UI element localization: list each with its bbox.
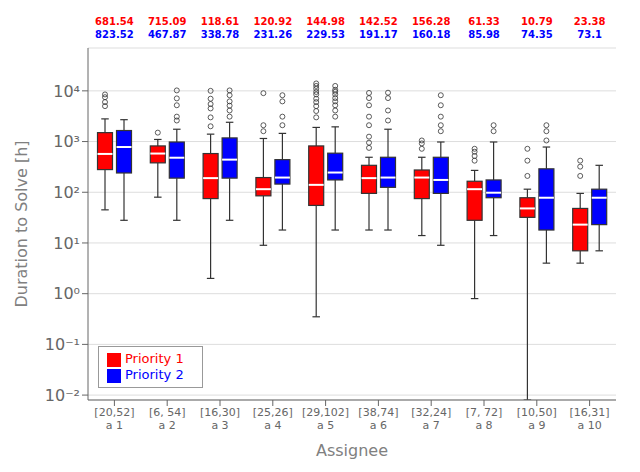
svg-text:[20,52]a 1: [20,52]a 1: [94, 406, 134, 432]
svg-text:73.1: 73.1: [577, 29, 602, 40]
svg-text:160.18: 160.18: [412, 29, 451, 40]
svg-text:[32,24]a 7: [32,24]a 7: [411, 406, 451, 432]
svg-text:74.35: 74.35: [521, 29, 553, 40]
svg-text:10⁴: 10⁴: [53, 82, 80, 101]
svg-text:61.33: 61.33: [468, 16, 500, 27]
svg-text:[7, 72]a 8: [7, 72]a 8: [466, 406, 503, 432]
svg-text:[6, 54]a 2: [6, 54]a 2: [149, 406, 186, 432]
svg-text:823.52: 823.52: [95, 29, 134, 40]
svg-text:[29,102]a 5: [29,102]a 5: [302, 406, 349, 432]
svg-text:Duration to Solve [h]: Duration to Solve [h]: [12, 140, 31, 307]
svg-text:118.61: 118.61: [201, 16, 240, 27]
svg-text:10⁻²: 10⁻²: [45, 386, 80, 405]
svg-text:144.98: 144.98: [306, 16, 345, 27]
svg-text:[16,30]a 3: [16,30]a 3: [200, 406, 240, 432]
svg-text:[25,26]a 4: [25,26]a 4: [253, 406, 293, 432]
svg-text:10²: 10²: [53, 183, 80, 202]
svg-text:10.79: 10.79: [521, 16, 553, 27]
svg-text:Assignee: Assignee: [316, 441, 388, 460]
svg-text:681.54: 681.54: [95, 16, 134, 27]
svg-text:467.87: 467.87: [148, 29, 187, 40]
svg-text:231.26: 231.26: [254, 29, 293, 40]
svg-text:142.52: 142.52: [359, 16, 398, 27]
svg-text:85.98: 85.98: [468, 29, 500, 40]
svg-text:23.38: 23.38: [574, 16, 606, 27]
svg-text:229.53: 229.53: [306, 29, 345, 40]
svg-text:338.78: 338.78: [201, 29, 240, 40]
svg-text:156.28: 156.28: [412, 16, 451, 27]
html-text:Priority 2: Priority 2: [125, 367, 184, 382]
svg-text:10¹: 10¹: [53, 234, 80, 253]
svg-text:[38,74]a 6: [38,74]a 6: [358, 406, 398, 432]
svg-text:[10,50]a 9: [10,50]a 9: [517, 406, 557, 432]
svg-text:191.17: 191.17: [359, 29, 398, 40]
svg-text:10⁻¹: 10⁻¹: [45, 335, 80, 354]
svg-text:10⁰: 10⁰: [53, 284, 80, 303]
svg-text:[16,31]a 10: [16,31]a 10: [570, 406, 610, 432]
html-text:Priority 1: Priority 1: [125, 351, 184, 366]
svg-text:10³: 10³: [53, 132, 80, 151]
svg-text:120.92: 120.92: [254, 16, 293, 27]
svg-text:715.09: 715.09: [148, 16, 187, 27]
